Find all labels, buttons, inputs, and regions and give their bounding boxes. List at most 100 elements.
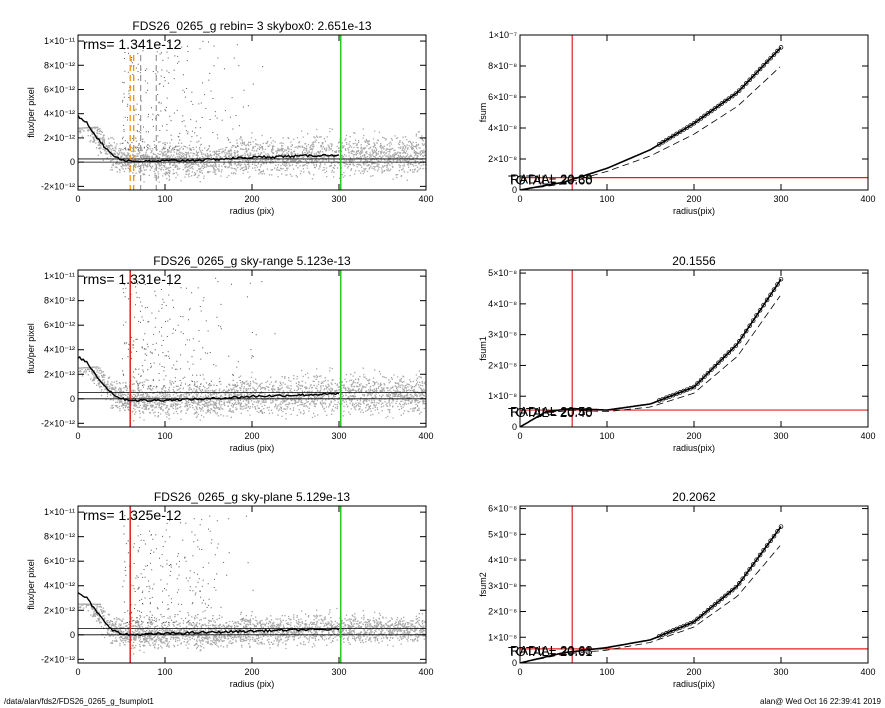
right-3-curve-marker (733, 584, 739, 590)
right-1-ytick-label: 4×10⁻⁸ (488, 123, 517, 133)
right-3-curve-marker (691, 619, 697, 625)
left-3-ytick-label: 0 (70, 630, 75, 640)
right-3-curve-marker (757, 552, 763, 558)
right-3-ytick-label: 4×10⁻⁸ (488, 555, 517, 565)
right-3-curve-marker (771, 533, 777, 539)
left-3-xtick-label: 200 (244, 667, 259, 677)
right-1-curve-marker (726, 96, 732, 101)
right-1-curve-marker (743, 81, 749, 86)
right-3-curve-marker (775, 529, 780, 534)
right-1-curve-marker (688, 123, 693, 128)
right-2-curve-marker (691, 384, 697, 390)
right-2-dashed-curve (537, 295, 781, 419)
right-2-curve-marker (750, 318, 756, 323)
right-3-plot-area (520, 506, 868, 663)
right-1-curve-marker (698, 116, 704, 121)
right-1-radial-label: RADIAL 20.38 (510, 172, 593, 187)
left-2-xtick-label: 300 (331, 431, 346, 441)
right-1-curve-marker (736, 88, 742, 93)
right-1-curve-marker (702, 113, 707, 119)
left-3-xtick-label: 300 (331, 667, 346, 677)
right-2-cumulative-curve (520, 278, 782, 427)
right-1-curve-marker (695, 118, 700, 124)
left-2-rms-annotation: rms= 1.331e-12 (83, 271, 182, 287)
left-2-ytick-label: 8×10⁻¹² (44, 296, 75, 306)
left-1-outlier-points (121, 40, 264, 151)
right-1-cumulative-curve (520, 46, 782, 190)
right-1-curve-marker (691, 121, 697, 126)
right-2-curve-marker (764, 297, 770, 303)
right-1-xtick-label: 200 (686, 194, 701, 204)
right-3-curve-marker (726, 590, 732, 596)
right-3-curve-marker (736, 581, 742, 586)
right-2-xtick-label: 0 (517, 431, 522, 441)
right-3-ytick-label: 6×10⁻⁸ (488, 504, 517, 514)
left-3-ytick-label: 8×10⁻¹² (44, 532, 75, 542)
left-3-plot-area (78, 506, 426, 663)
left-2-ytick-label: 0 (70, 394, 75, 404)
right-3-curve-marker (698, 613, 704, 619)
right-1-curve-marker (778, 45, 784, 50)
right-3-curve-marker (702, 610, 707, 616)
right-1-curve-marker (677, 129, 683, 135)
footer-path: /data/alan/fds2/FDS26_0265_g_fsumplot1 (4, 697, 154, 706)
right-3-radial-label: RADIAL 20.63 (510, 643, 593, 658)
right-2-xlabel: radius(pix) (673, 443, 715, 453)
right-1-xtick-label: 400 (860, 194, 875, 204)
right-2-ytick-label: 3×10⁻⁸ (488, 330, 517, 340)
right-2-curve-marker (695, 381, 700, 386)
right-3-xtick-label: 400 (860, 667, 875, 677)
right-2-xtick-label: 300 (773, 431, 788, 441)
right-1-xtick-label: 300 (773, 194, 788, 204)
left-1-ytick-label: 4×10⁻¹² (44, 109, 75, 119)
right-2-curve-marker (726, 350, 732, 355)
right-1-xtick-label: 0 (517, 194, 522, 204)
right-2-curve-marker (743, 328, 749, 334)
right-2-curve-marker (747, 323, 752, 329)
right-2-xtick-label: 100 (599, 431, 614, 441)
right-1-ylabel: fsum (478, 103, 488, 123)
chart-panel-left-3: rms= 1.325e-120 100 200 300 400-2×10⁻¹²02×10… (26, 490, 434, 689)
right-3-xtick-label: 100 (599, 667, 614, 677)
left-2-xtick-label: 200 (244, 431, 259, 441)
left-2-ytick-label: 2×10⁻¹² (44, 369, 75, 379)
right-1-curve-marker (747, 77, 752, 83)
right-2-curve-marker (712, 364, 718, 369)
right-3-curve-marker (709, 605, 714, 610)
left-1-xlabel: radius (pix) (230, 206, 275, 216)
chart-panel-left-2: rms= 1.331e-120 100 200 300 400-2×10⁻¹²02×10… (26, 254, 434, 453)
left-3-xtick-label: 0 (75, 667, 80, 677)
left-2-ylabel: flux/per pixel (26, 323, 36, 374)
right-3-curve-marker (747, 566, 752, 572)
right-1-curve-marker (716, 103, 721, 109)
left-3-ytick-label: 4×10⁻¹² (44, 581, 75, 591)
left-1-xtick-label: 200 (244, 194, 259, 204)
right-3-curve-marker (719, 596, 725, 602)
right-1-curve-marker (674, 131, 679, 137)
left-1-title: FDS26_0265_g rebin= 3 skybox0: 2.651e-13 (132, 19, 371, 33)
left-3-profile-line (78, 592, 340, 637)
right-3-curve-marker (695, 616, 700, 622)
right-3-curve-marker (750, 562, 756, 567)
left-1-plot-area (78, 35, 426, 190)
right-1-curve-marker (660, 140, 665, 145)
right-3-ytick-label: 3×10⁻⁸ (488, 581, 517, 591)
left-3-xlabel: radius (pix) (230, 679, 275, 689)
right-1-curve-marker (709, 108, 714, 114)
left-3-rms-annotation: rms= 1.325e-12 (83, 507, 182, 523)
chart-panel-left-1: rms= 1.341e-120 100 200 300 400-2×10⁻¹²02×10… (26, 19, 434, 216)
right-2-ytick-label: 0 (512, 422, 517, 432)
left-2-outlier-points (122, 277, 276, 387)
left-2-ytick-label: 6×10⁻¹² (44, 320, 75, 330)
right-1-curve-marker (775, 48, 780, 54)
right-1-curve-marker (712, 106, 718, 111)
right-1-ytick-label: 0 (512, 185, 517, 195)
right-1-curve-marker (761, 63, 766, 68)
right-3-curve-marker (712, 602, 718, 607)
right-2-ytick-label: 2×10⁻⁸ (488, 360, 517, 370)
left-2-title: FDS26_0265_g sky-range 5.123e-13 (153, 254, 351, 268)
left-2-plot-area (78, 270, 426, 427)
left-3-outlier-points (121, 512, 254, 623)
